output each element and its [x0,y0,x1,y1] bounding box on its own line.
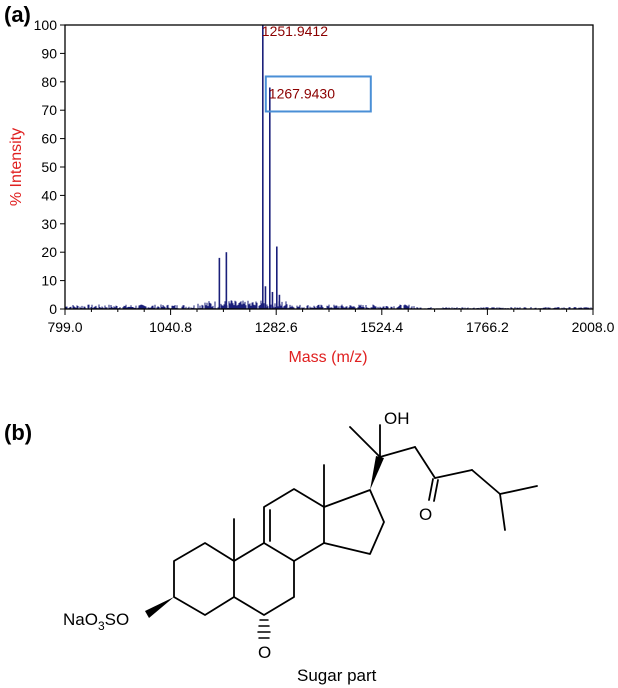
side-chain-2 [379,446,416,458]
sulfate-label: NaO3SO [63,610,129,633]
mass-spectrum-chart: 0 10 20 30 40 50 60 70 80 90 100 799.0 1040.8 1282.6… [8,17,615,366]
y-tick-label-70: 70 [41,102,57,118]
annotation-box [264,75,372,113]
y-tick-label-40: 40 [41,187,57,203]
sugar-part-label: Sugar part [297,666,377,685]
ring-c [263,488,325,562]
wedge-bond-17 [370,456,384,490]
ring-b [233,542,295,616]
panel-b-label: (b) [4,420,33,445]
side-chain-4 [434,469,473,479]
x-axis-title: Mass (m/z) [288,349,367,366]
side-chain-7 [499,493,506,531]
spectrum-noise [65,300,592,309]
y-tick-label-80: 80 [41,74,57,90]
oh-label: OH [384,409,410,428]
side-chain-5 [471,469,501,495]
side-chain-6 [499,485,538,495]
sugar-o-label: O [258,643,271,662]
peak-label-1: 1267.9430 [269,85,335,101]
y-tick-label-90: 90 [41,45,57,61]
ketone-bond-1 [428,478,434,501]
ring-d [323,489,385,555]
y-tick-label-10: 10 [41,273,57,289]
y-tick-label-100: 100 [34,17,58,33]
side-chain-3 [414,446,436,479]
x-tick-label-3: 1524.4 [360,319,403,335]
x-tick-label-5: 2008.0 [572,319,615,335]
hashed-bond [257,619,271,639]
y-axis: 0 10 20 30 40 50 60 70 80 90 100 [34,17,65,317]
panel-a-label: (a) [4,2,31,27]
y-tick-label-20: 20 [41,244,57,260]
chemical-structure: OH O NaO3SO O Sugar part [63,409,538,685]
x-tick-label-1: 1040.8 [149,319,192,335]
plot-frame [64,24,594,310]
peak-label-0: 1251.9412 [262,23,328,39]
side-chain-1 [349,426,381,458]
y-tick-label-30: 30 [41,216,57,232]
ketone-o-label: O [419,505,432,524]
x-tick-label-0: 799.0 [47,319,82,335]
y-tick-label-50: 50 [41,159,57,175]
y-axis-title: % Intensity [8,128,25,206]
y-tick-label-60: 60 [41,131,57,147]
wedge-bond-3 [145,597,174,618]
spectrum-peaks [218,25,281,309]
ring-a [173,542,235,616]
y-tick-label-0: 0 [49,301,57,317]
x-tick-label-2: 1282.6 [255,319,298,335]
ketone-bond-2 [433,479,439,502]
peak-labels: 1251.9412 1267.9430 [262,23,335,101]
x-tick-label-4: 1766.2 [466,319,509,335]
x-axis: 799.0 1040.8 1282.6 1524.4 1766.2 2008.0 [47,309,615,335]
noise-trace [65,300,592,309]
